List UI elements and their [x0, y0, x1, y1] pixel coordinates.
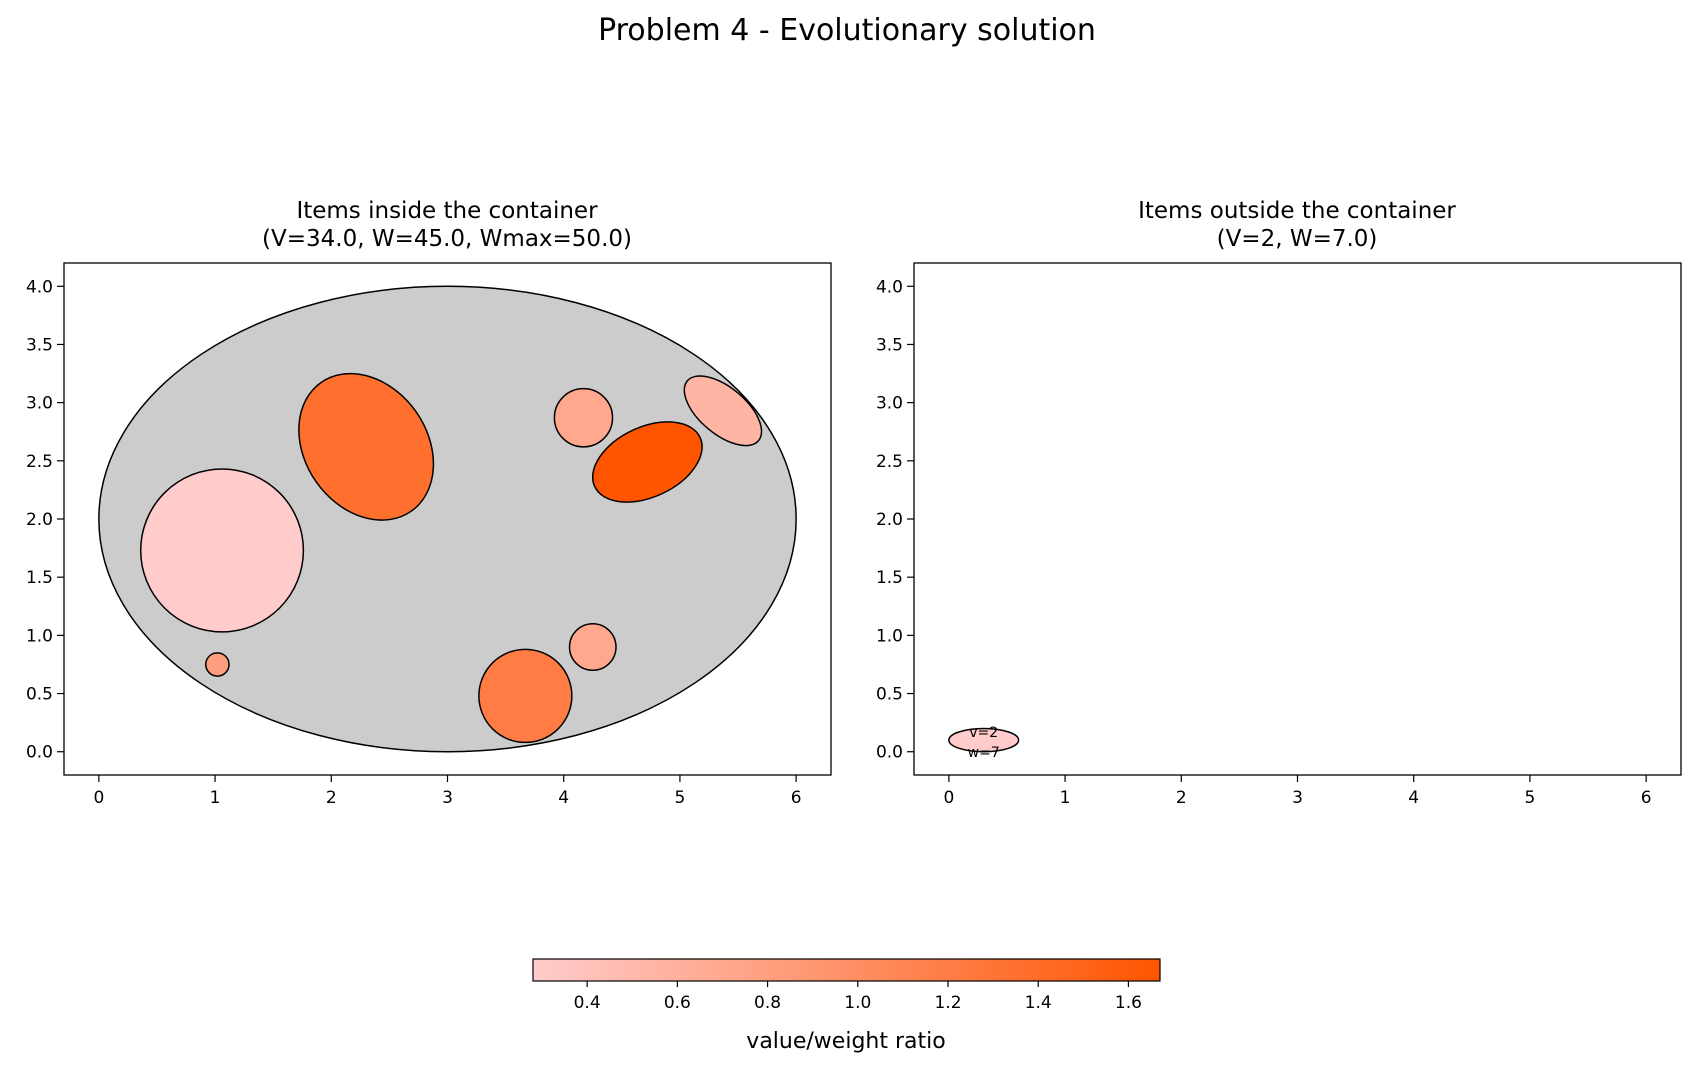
item-weight-label: w=7 [968, 745, 1000, 761]
x-tick-label: 0 [93, 788, 104, 808]
x-tick-label: 2 [326, 788, 337, 808]
colorbar-tick-label: 1.2 [934, 993, 961, 1013]
y-tick-label: 1.0 [26, 626, 53, 646]
y-tick-label: 2.0 [26, 510, 53, 530]
panel-outside-title-line2: (V=2, W=7.0) [1217, 226, 1378, 252]
colorbar-tick-label: 1.4 [1025, 993, 1052, 1013]
y-tick-label: 3.0 [876, 394, 903, 414]
colorbar-tick-label: 0.6 [664, 993, 691, 1013]
x-tick-label: 4 [558, 788, 569, 808]
y-tick-label: 3.5 [876, 335, 903, 355]
x-tick-label: 3 [1292, 788, 1303, 808]
item-tilted-orange-ellipse [298, 372, 435, 521]
y-tick-label: 3.0 [26, 394, 53, 414]
panel-outside-plot-area: v=2 w=7 0 1 2 3 4 5 6 0.0 0.5 1.0 1.5 2.0 2.5 3.0 3.5 4.0 [876, 262, 1682, 808]
y-tick-label: 3.5 [26, 335, 53, 355]
y-tick-label: 4.0 [26, 277, 53, 297]
y-tick-label: 0.5 [26, 685, 53, 705]
panel-inside: Items inside the container (V=34.0, W=45… [26, 198, 832, 808]
colorbar-ticks: 0.4 0.6 0.8 1.0 1.2 1.4 1.6 [574, 981, 1142, 1013]
x-tick-label: 5 [1525, 788, 1536, 808]
item-light-ellipse-right-edge [683, 375, 763, 447]
colorbar: 0.4 0.6 0.8 1.0 1.2 1.4 1.6 value/weight ratio [532, 958, 1161, 1054]
panel-inside-plot-area: 0 1 2 3 4 5 6 0.0 0.5 1.0 1.5 2.0 2.5 3.0 3.5 4.0 [26, 262, 832, 808]
x-tick-label: 6 [1641, 788, 1652, 808]
colorbar-tick-label: 1.0 [844, 993, 871, 1013]
y-tick-label: 1.5 [26, 568, 53, 588]
y-tick-label: 0.5 [876, 685, 903, 705]
item-small-circle-top-right [553, 387, 614, 448]
panel-inside-title-line2: (V=34.0, W=45.0, Wmax=50.0) [262, 226, 632, 252]
x-tick-label: 1 [210, 788, 221, 808]
item-dark-orange-ellipse [591, 421, 703, 503]
panel-outside: Items outside the container (V=2, W=7.0)… [876, 198, 1682, 808]
x-tick-label: 2 [1176, 788, 1187, 808]
colorbar-label: value/weight ratio [746, 1029, 945, 1054]
item-small-circle-lower-right [568, 622, 617, 672]
panel-outside-title-line1: Items outside the container [1138, 198, 1456, 224]
container-ellipse [98, 285, 797, 753]
item-outside-item [948, 727, 1020, 753]
y-tick-label: 4.0 [876, 277, 903, 297]
y-tick-label: 2.5 [876, 452, 903, 472]
item-medium-orange-circle [478, 648, 573, 744]
colorbar-tick-label: 0.8 [754, 993, 781, 1013]
item-value-label: v=2 [969, 725, 998, 741]
x-tick-label: 0 [943, 788, 954, 808]
y-tick-label: 0.0 [26, 743, 53, 763]
colorbar-tick-label: 0.4 [574, 993, 601, 1013]
x-tick-label: 1 [1060, 788, 1071, 808]
colorbar-gradient [532, 958, 1161, 982]
x-tick-label: 5 [675, 788, 686, 808]
x-tick-label: 4 [1408, 788, 1419, 808]
y-tick-label: 1.0 [876, 626, 903, 646]
y-tick-label: 0.0 [876, 743, 903, 763]
panel-inside-title-line1: Items inside the container [296, 198, 598, 224]
colorbar-tick-label: 1.6 [1115, 993, 1142, 1013]
x-tick-label: 6 [791, 788, 802, 808]
axes-frame [913, 262, 1682, 776]
y-tick-label: 2.5 [26, 452, 53, 472]
y-tick-label: 1.5 [876, 568, 903, 588]
item-tiny-circle [205, 652, 230, 677]
figure-title: Problem 4 - Evolutionary solution [598, 13, 1096, 48]
x-tick-label: 3 [442, 788, 453, 808]
y-tick-label: 2.0 [876, 510, 903, 530]
item-large-pink-circle [139, 468, 305, 633]
